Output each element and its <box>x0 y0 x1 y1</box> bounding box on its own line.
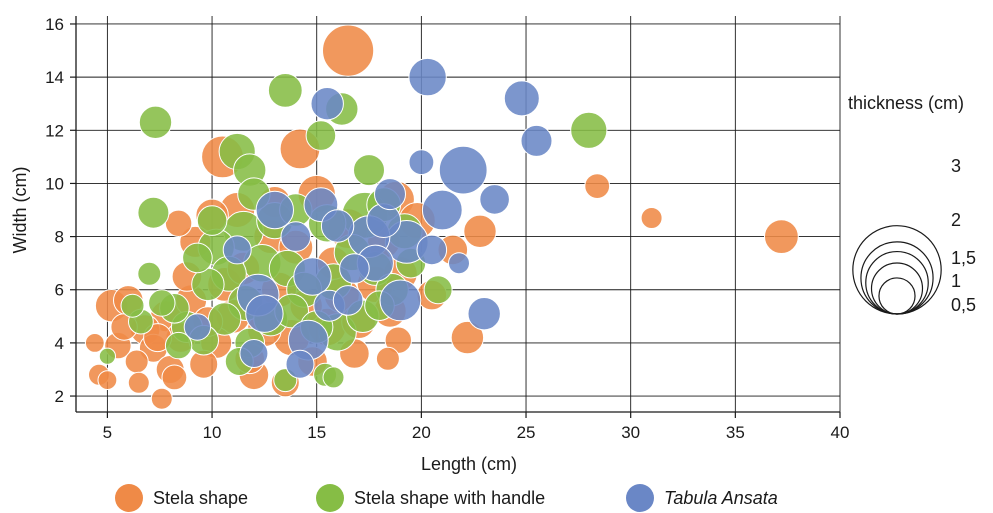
bubble-point <box>84 333 105 353</box>
legend-swatch <box>626 484 654 512</box>
bubble-point <box>183 313 212 341</box>
bubble-point <box>463 214 497 249</box>
series-legend: Stela shape Stela shape with handle Tabula… <box>115 484 778 512</box>
size-legend-label: 2 <box>951 210 961 230</box>
bubble-point <box>448 252 470 275</box>
bubble-point <box>408 149 435 176</box>
bubble-point <box>322 366 345 389</box>
size-legend: thickness (cm) 3 2 1,5 1 0,5 <box>848 93 976 315</box>
y-tick-label: 4 <box>55 334 64 353</box>
bubble-point <box>450 320 485 355</box>
y-tick-label: 12 <box>45 121 64 140</box>
bubbles <box>84 24 799 410</box>
legend-item: Stela shape <box>115 484 248 512</box>
bubble-point <box>520 124 553 157</box>
bubble-point <box>222 235 252 265</box>
x-tick-label: 20 <box>412 423 431 442</box>
bubble-point <box>182 242 213 274</box>
size-legend-circle <box>870 262 924 315</box>
bubble-point <box>584 173 611 200</box>
legend-swatch <box>316 484 344 512</box>
bubble-point <box>267 73 303 108</box>
bubble-point <box>408 57 447 97</box>
bubble-point <box>97 370 118 391</box>
bubble-point <box>120 293 145 318</box>
bubble-point <box>293 257 332 296</box>
y-axis-title: Width (cm) <box>10 167 30 254</box>
bubble-point <box>196 205 228 236</box>
bubble-point <box>353 154 385 187</box>
bubble-point <box>320 209 355 243</box>
size-legend-label: 1,5 <box>951 248 976 268</box>
size-legend-title: thickness (cm) <box>848 93 964 113</box>
bubble-point <box>245 294 284 333</box>
legend-label: Tabula Ansata <box>664 488 778 508</box>
bubble-point <box>374 178 406 211</box>
bubble-point <box>239 339 269 368</box>
bubble-point <box>421 189 463 231</box>
x-tick-label: 5 <box>103 423 112 442</box>
legend-label: Stela shape <box>153 488 248 508</box>
bubble-point <box>127 371 150 394</box>
size-legend-label: 3 <box>951 156 961 176</box>
size-legend-circle <box>865 250 929 315</box>
bubble-point <box>332 285 364 316</box>
bubble-point <box>150 387 173 410</box>
size-legend-label: 0,5 <box>951 295 976 315</box>
bubble-point <box>764 219 799 255</box>
bubble-point <box>322 24 375 77</box>
x-tick-label: 10 <box>203 423 222 442</box>
x-tick-label: 35 <box>726 423 745 442</box>
y-tick-label: 14 <box>45 68 64 87</box>
bubble-point <box>164 331 193 360</box>
bubble-point <box>310 87 344 121</box>
legend-label: Stela shape with handle <box>354 488 545 508</box>
bubble-point <box>137 196 170 229</box>
bubble-point <box>416 234 448 266</box>
bubble-point <box>137 261 162 286</box>
x-axis-title: Length (cm) <box>421 454 517 474</box>
bubble-point <box>640 207 663 229</box>
bubble-point <box>438 145 488 195</box>
y-tick-label: 8 <box>55 228 64 247</box>
series-3-bubbles <box>183 57 553 379</box>
bubble-point <box>570 111 608 149</box>
bubble-point <box>148 289 176 317</box>
size-legend-circle <box>878 277 916 315</box>
x-tick-label: 40 <box>831 423 850 442</box>
axes: 5 10 15 20 25 30 35 40 2 4 6 8 10 12 14 16 <box>45 15 849 442</box>
legend-swatch <box>115 484 143 512</box>
bubble-point <box>503 80 540 117</box>
bubble-point <box>305 120 337 151</box>
x-tick-label: 25 <box>517 423 536 442</box>
bubble-point <box>280 221 312 252</box>
y-tick-label: 10 <box>45 174 64 193</box>
y-tick-label: 6 <box>55 281 64 300</box>
bubble-point <box>339 253 370 284</box>
x-tick-label: 30 <box>621 423 640 442</box>
y-tick-label: 2 <box>55 387 64 406</box>
x-tick-label: 15 <box>307 423 326 442</box>
bubble-point <box>164 209 193 238</box>
bubble-point <box>98 347 117 365</box>
bubble-point <box>161 364 188 391</box>
legend-item: Stela shape with handle <box>316 484 545 512</box>
bubble-point <box>285 349 315 379</box>
size-legend-circle <box>852 225 942 315</box>
legend-item: Tabula Ansata <box>626 484 778 512</box>
bubble-point <box>124 349 149 374</box>
y-tick-label: 16 <box>45 15 64 34</box>
bubble-point <box>375 346 400 371</box>
bubble-point <box>467 297 501 331</box>
size-legend-label: 1 <box>951 271 961 291</box>
bubble-point <box>379 279 422 322</box>
bubble-point <box>255 190 294 230</box>
bubble-point <box>423 275 453 305</box>
bubble-point <box>138 105 173 140</box>
bubble-point <box>479 184 510 215</box>
